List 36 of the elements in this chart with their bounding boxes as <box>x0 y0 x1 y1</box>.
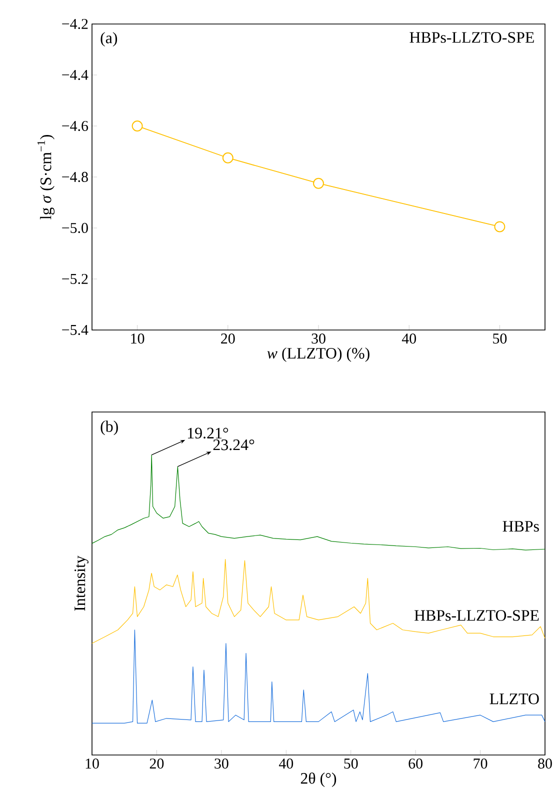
point <box>313 178 324 189</box>
y-tick-label: −5.0 <box>62 222 88 234</box>
point <box>494 221 506 232</box>
y-tick-label: −4.2 <box>62 18 88 30</box>
x-tick-label: 40 <box>402 334 416 344</box>
x-tick-label: 10 <box>86 758 99 769</box>
series-label: HBPs <box>502 521 539 532</box>
annotation: 19.21° <box>188 428 228 439</box>
x-tick-label: 50 <box>493 334 507 344</box>
x-tick-label: 40 <box>278 758 294 769</box>
x-tick-label: 70 <box>474 758 488 769</box>
point <box>132 120 143 132</box>
y-tick-label: −4.4 <box>62 70 88 80</box>
x-tick-label: 20 <box>221 334 235 344</box>
y-tick-label: −4.6 <box>62 120 88 132</box>
series-label: LLZTO <box>490 694 539 704</box>
text: (b) <box>100 420 118 436</box>
y-axis-title: lg σ (S·cm$^{−1}$) <box>37 135 55 220</box>
x-tick-label: 30 <box>214 758 228 769</box>
y-tick-label: −4.8 <box>62 172 88 182</box>
point <box>222 152 234 164</box>
y-tick-label: −5.2 <box>62 274 88 284</box>
annotation: 23.24° <box>213 439 254 450</box>
x-tick-label: 30 <box>312 334 326 344</box>
annotation: HBPs-LLZTO-SPE <box>410 32 534 43</box>
x-tick-label: 60 <box>408 758 422 769</box>
x-tick-label: 10 <box>131 334 144 344</box>
y-tick-label: −5.4 <box>62 324 88 336</box>
y-axis-title: Intensity <box>74 556 88 611</box>
x-tick-label: 80 <box>538 758 552 769</box>
annotation: (a) <box>100 32 118 47</box>
x-axis-title: 2θ (°) <box>300 772 336 787</box>
x-axis-title: w (LLZTO) (%) <box>267 347 370 362</box>
x-tick-label: 50 <box>344 758 358 769</box>
series-label: HBPs-LLZTO-SPE <box>414 610 539 621</box>
x-tick-label: 20 <box>150 758 164 769</box>
